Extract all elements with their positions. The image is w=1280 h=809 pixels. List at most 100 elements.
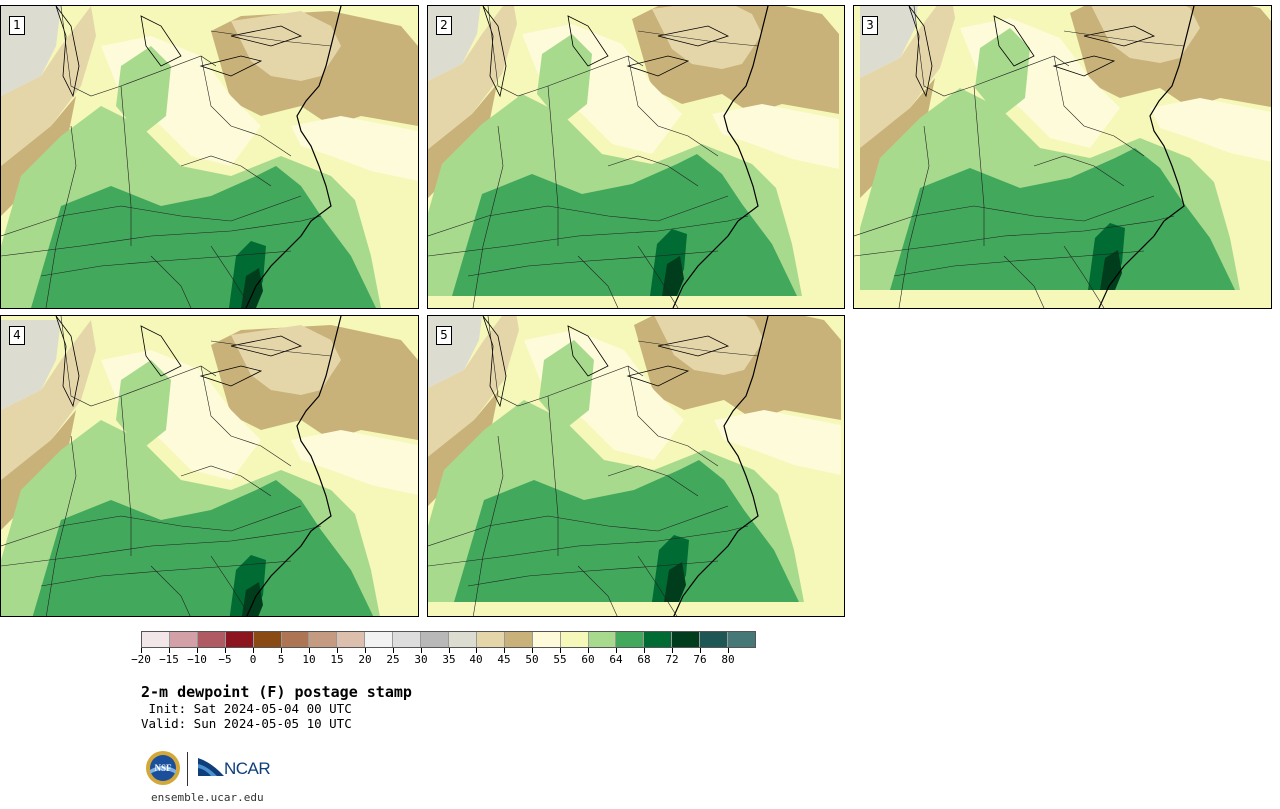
state-border <box>428 215 749 257</box>
colorbar-tick-label: 76 <box>693 653 707 666</box>
dewpoint-region-tan <box>652 6 762 69</box>
dewpoint-region-lgreen <box>539 340 594 430</box>
colorbar-tick-label: −10 <box>187 653 207 666</box>
state-border <box>547 55 644 87</box>
dewpoint-region-cream <box>712 104 839 169</box>
state-border <box>627 365 719 467</box>
lake-outline <box>55 6 80 98</box>
state-border <box>210 30 332 47</box>
lake-outline <box>657 25 730 47</box>
colorbar-swatch <box>448 632 477 647</box>
colorbar-swatch <box>337 632 366 647</box>
coastline <box>246 316 342 616</box>
dewpoint-region-tan <box>231 325 341 395</box>
colorbar-tick <box>197 648 198 653</box>
lake-outline <box>230 335 303 357</box>
colorbar-tick-label: 10 <box>302 653 316 666</box>
lake-outline <box>140 325 182 377</box>
dewpoint-region-green <box>31 166 376 308</box>
nsf-logo-icon: NSF <box>146 751 180 785</box>
colorbar-tick-label: −15 <box>159 653 179 666</box>
state-border <box>637 245 679 308</box>
colorbar-swatch <box>616 632 645 647</box>
dewpoint-region-cream <box>291 430 418 495</box>
colorbar-tick-label: 25 <box>386 653 400 666</box>
state-border <box>1063 30 1185 47</box>
dewpoint-region-yellow <box>1210 158 1271 290</box>
colorbar-swatch <box>421 632 449 647</box>
panel-number-1: 1 <box>9 16 25 35</box>
colorbar-tick-label: 72 <box>665 653 679 666</box>
colorbar-tick <box>365 648 366 653</box>
colorbar-swatch <box>476 632 505 647</box>
state-border <box>180 465 272 497</box>
dewpoint-region-green <box>454 460 799 602</box>
colorbar-tick <box>253 648 254 653</box>
colorbar-tick <box>504 648 505 653</box>
dewpoint-region-yellow <box>351 490 418 616</box>
dewpoint-region-vdgreen <box>241 582 263 616</box>
state-border <box>607 155 699 187</box>
state-border <box>40 560 292 587</box>
state-border <box>547 85 559 246</box>
state-border <box>210 245 252 308</box>
state-border <box>428 195 729 237</box>
colorbar-tick-label: −20 <box>131 653 151 666</box>
state-border <box>898 125 930 308</box>
dewpoint-region-vdgreen <box>662 256 684 296</box>
state-border <box>150 565 191 616</box>
site-url[interactable]: ensemble.ucar.edu <box>151 791 264 804</box>
colorbar-swatch <box>393 632 422 647</box>
state-border <box>577 565 618 616</box>
colorbar-tick <box>281 648 282 653</box>
svg-text:NSF: NSF <box>154 763 172 773</box>
ncar-logo-text: NCAR <box>224 759 271 778</box>
state-border <box>1 505 302 547</box>
lake-outline <box>55 316 80 408</box>
colorbar-tick-label: 50 <box>525 653 539 666</box>
state-border <box>472 125 504 308</box>
state-border <box>547 365 644 397</box>
colorbar-tick <box>449 648 450 653</box>
lake-outline <box>199 365 263 387</box>
state-border <box>913 6 975 97</box>
colorbar-tick <box>309 648 310 653</box>
colorbar-tick <box>337 648 338 653</box>
colorbar-tick-label: 15 <box>330 653 344 666</box>
colorbar-tick <box>421 648 422 653</box>
lake-outline <box>567 325 609 377</box>
dewpoint-region-tan <box>1 6 96 166</box>
lake-outline <box>657 335 730 357</box>
colorbar-tick <box>700 648 701 653</box>
state-border <box>637 555 678 616</box>
state-border <box>467 250 719 277</box>
colorbar-tick <box>728 648 729 653</box>
state-border <box>547 395 559 556</box>
colorbar-tick <box>225 648 226 653</box>
state-border <box>1 525 322 567</box>
colorbar-swatch <box>560 632 589 647</box>
colorbar-tick <box>588 648 589 653</box>
state-border <box>428 525 749 567</box>
lake-outline <box>230 25 303 47</box>
lake-outline <box>140 15 182 67</box>
map-panel-4: 4 <box>0 315 419 617</box>
colorbar-tick <box>644 648 645 653</box>
colorbar-tick-label: 55 <box>553 653 567 666</box>
state-border <box>487 6 549 97</box>
chart-title: 2-m dewpoint (F) postage stamp <box>141 683 412 701</box>
colorbar-tick-label: 35 <box>442 653 456 666</box>
colorbar-swatch <box>365 632 394 647</box>
state-border <box>627 55 719 157</box>
colorbar-tick <box>532 648 533 653</box>
colorbar-swatch <box>169 632 198 647</box>
map-panel-3: 3 <box>853 5 1272 309</box>
colorbar-tick-label: 80 <box>721 653 735 666</box>
colorbar-tick-label: −5 <box>218 653 232 666</box>
panel-number-2: 2 <box>436 16 452 35</box>
panel-number-3: 3 <box>862 16 878 35</box>
colorbar-tick-label: 30 <box>414 653 428 666</box>
map-panel-5: 5 <box>427 315 845 617</box>
colorbar-tick <box>476 648 477 653</box>
colorbar-tick-label: 68 <box>637 653 651 666</box>
